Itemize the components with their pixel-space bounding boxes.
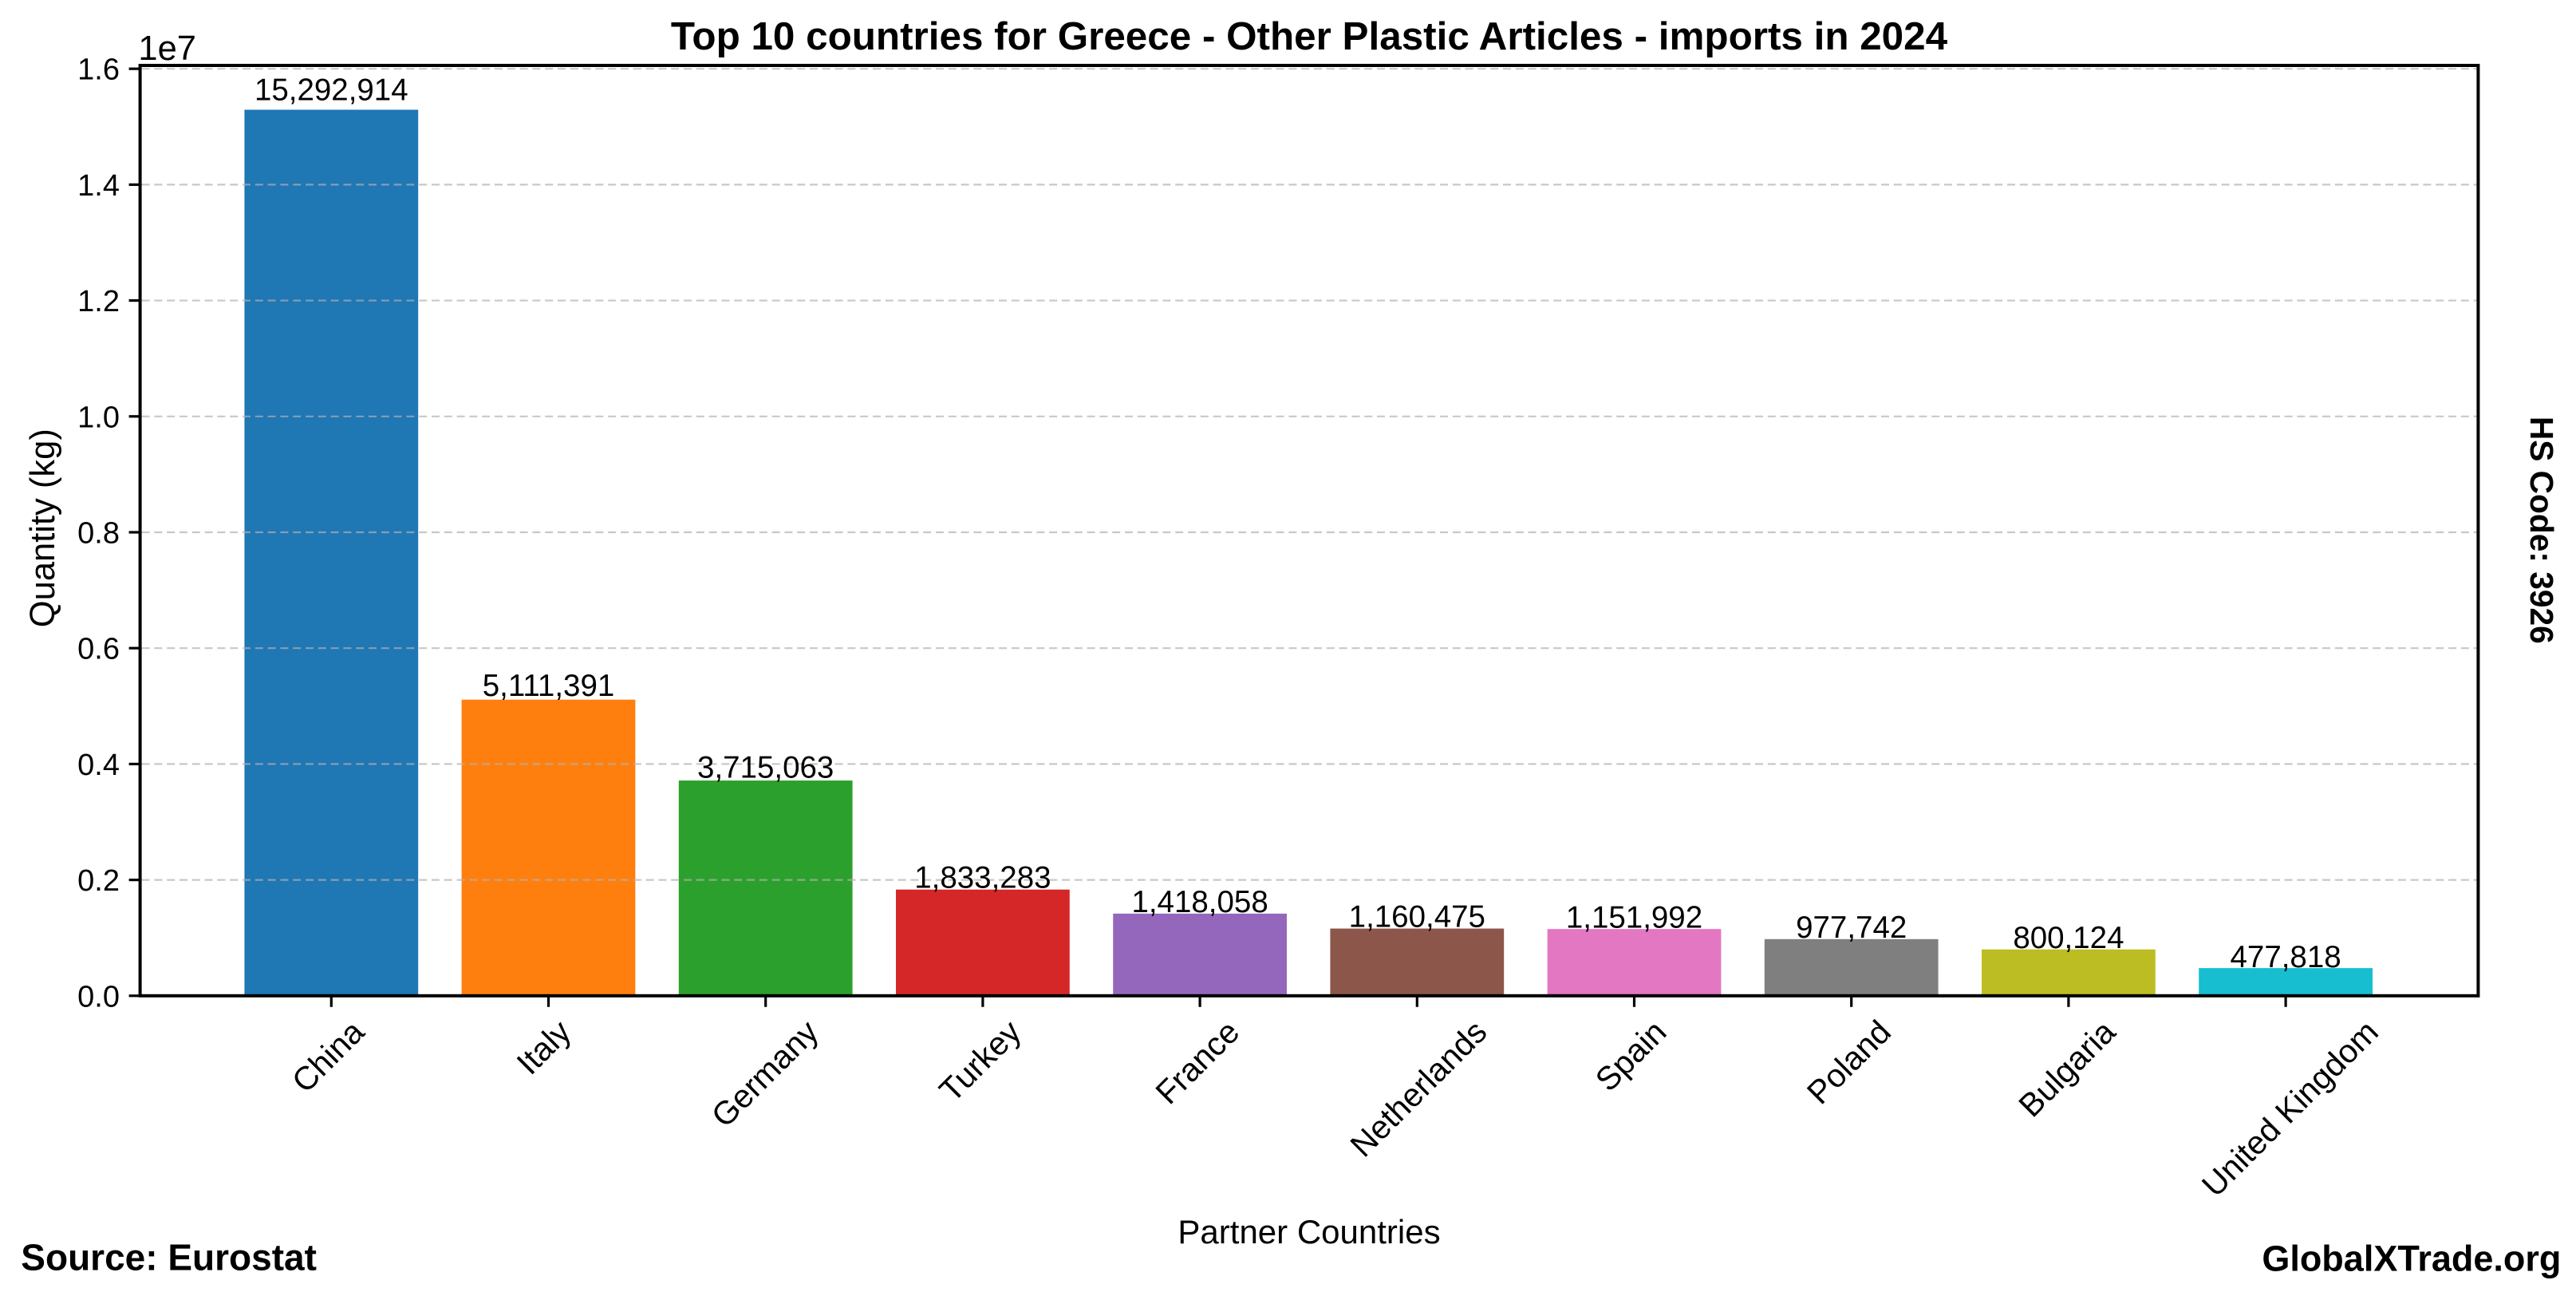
svg-text:5,111,391: 5,111,391 [483,669,615,703]
svg-text:0.8: 0.8 [77,516,120,550]
svg-text:HS Code: 3926: HS Code: 3926 [2523,417,2560,644]
svg-text:Partner Countries: Partner Countries [1178,1213,1440,1251]
svg-text:477,818: 477,818 [2231,940,2341,974]
svg-text:977,742: 977,742 [1796,911,1907,945]
svg-text:0.2: 0.2 [77,864,120,898]
svg-text:Quantity (kg): Quantity (kg) [24,429,62,627]
svg-text:1,160,475: 1,160,475 [1349,900,1485,934]
svg-text:0.0: 0.0 [77,980,120,1013]
svg-text:1,418,058: 1,418,058 [1131,885,1268,919]
svg-text:15,292,914: 15,292,914 [254,73,408,107]
svg-text:1.0: 1.0 [77,401,120,434]
svg-text:1.6: 1.6 [77,53,120,87]
svg-text:GlobalXTrade.org: GlobalXTrade.org [2262,1238,2561,1278]
svg-text:0.4: 0.4 [77,749,120,782]
svg-text:1.2: 1.2 [77,285,120,318]
svg-text:3,715,063: 3,715,063 [697,750,834,784]
svg-text:1,833,283: 1,833,283 [914,860,1051,895]
svg-text:1.4: 1.4 [77,169,120,203]
svg-text:800,124: 800,124 [2013,921,2124,955]
svg-text:Source: Eurostat: Source: Eurostat [21,1237,317,1278]
svg-text:0.6: 0.6 [77,633,120,666]
svg-text:1,151,992: 1,151,992 [1566,900,1702,934]
svg-text:Top 10 countries for Greece -: Top 10 countries for Greece - Other Plas… [671,14,1948,58]
svg-text:1e7: 1e7 [138,30,196,68]
